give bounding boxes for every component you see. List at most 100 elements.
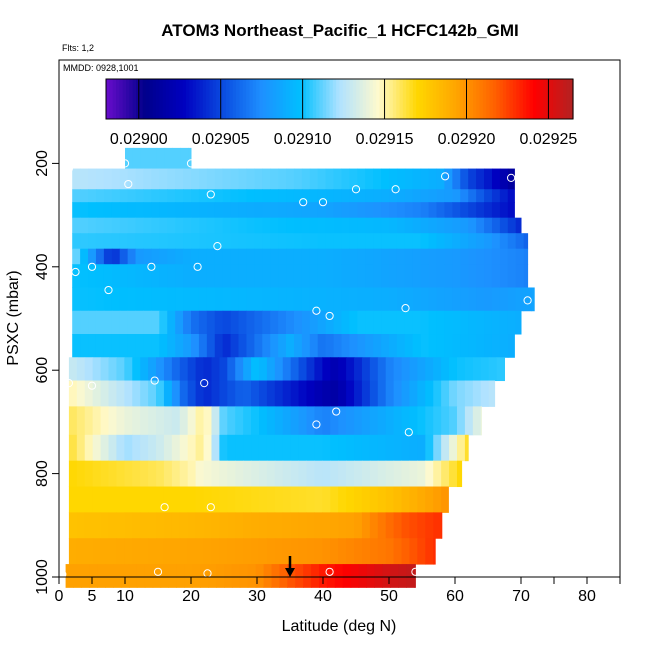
colorbar-swatch <box>389 79 394 119</box>
heatmap-cell <box>151 310 160 335</box>
heatmap-cell <box>258 434 268 462</box>
heatmap-cell <box>341 287 350 312</box>
heatmap-cell <box>491 287 501 312</box>
heatmap-cell <box>100 357 109 382</box>
heatmap-cell <box>401 380 410 407</box>
colorbar-swatch <box>436 79 441 119</box>
colorbar-swatch <box>452 79 457 119</box>
heatmap-cell <box>183 168 192 190</box>
colorbar-swatch <box>316 79 321 119</box>
colorbar-swatch <box>386 79 391 119</box>
heatmap-cell <box>254 202 263 219</box>
heatmap-cell <box>349 287 358 312</box>
heatmap-cell <box>374 564 383 588</box>
heatmap-cell <box>119 287 129 312</box>
heatmap-cell <box>72 310 81 335</box>
heatmap-cell <box>68 357 78 382</box>
heatmap-cell <box>238 248 247 265</box>
heatmap-cell <box>507 334 515 358</box>
heatmap-cell <box>436 217 445 234</box>
colorbar-swatch <box>166 79 170 119</box>
colorbar-swatch <box>126 79 130 119</box>
heatmap-cell <box>357 310 366 335</box>
heatmap-cell <box>254 233 263 250</box>
heatmap-cell <box>354 357 363 382</box>
y-tick-label: 800 <box>34 460 51 487</box>
heatmap-cell <box>111 189 121 203</box>
heatmap-cell <box>311 564 320 588</box>
heatmap-cell <box>80 168 89 190</box>
heatmap-cell <box>92 538 102 565</box>
heatmap-cell <box>377 406 387 436</box>
arrow-head <box>285 568 295 577</box>
heatmap-cell <box>206 264 216 288</box>
heatmap-cell <box>135 334 144 358</box>
heatmap-cell <box>409 538 418 565</box>
heatmap-cell <box>156 357 165 382</box>
heatmap-cell <box>222 217 232 234</box>
observation-point <box>351 185 361 194</box>
heatmap-cell <box>401 406 410 436</box>
heatmap-cell <box>251 512 260 539</box>
heatmap-cell <box>135 217 144 234</box>
heatmap-cell <box>515 248 525 265</box>
heatmap-cell <box>433 357 442 382</box>
heatmap-cell <box>377 380 387 407</box>
heatmap-cell <box>333 287 342 312</box>
heatmap-cell <box>179 512 189 539</box>
heatmap-cell <box>76 406 86 436</box>
y-tick-label: 1000 <box>34 559 51 595</box>
heatmap-cell <box>143 168 152 190</box>
heatmap-cell <box>330 512 339 539</box>
colorbar-swatch <box>569 79 574 119</box>
heatmap-cell <box>306 538 315 565</box>
heatmap-cell <box>167 233 176 250</box>
heatmap-cell <box>156 460 165 488</box>
heatmap-cell <box>103 168 113 190</box>
chart-title: ATOM3 Northeast_Pacific_1 HCFC142b_GMI <box>161 21 518 40</box>
heatmap-cell <box>357 264 366 288</box>
heatmap-cell <box>88 287 97 312</box>
heatmap-cell <box>68 460 78 488</box>
heatmap-cell <box>354 460 363 488</box>
heatmap-cell <box>420 287 430 312</box>
heatmap-cell <box>127 334 137 358</box>
heatmap-cell <box>349 202 358 219</box>
heatmap-cell <box>278 264 287 288</box>
colorbar-swatch <box>499 79 504 119</box>
heatmap-cell <box>425 434 434 462</box>
heatmap-cell <box>148 486 157 513</box>
heatmap-cell <box>428 287 438 312</box>
heatmap-cell <box>140 538 149 565</box>
heatmap-cell <box>159 248 168 265</box>
heatmap-cell <box>187 538 197 565</box>
heatmap-cell <box>436 248 445 265</box>
heatmap-cell <box>132 406 141 436</box>
heatmap-cell <box>140 460 149 488</box>
heatmap-cell <box>271 564 280 588</box>
heatmap-cell <box>341 310 350 335</box>
heatmap-cell <box>171 512 181 539</box>
observation-point <box>391 185 400 194</box>
heatmap-cell <box>143 233 152 250</box>
heatmap-cell <box>317 310 327 335</box>
heatmap-cell <box>222 287 232 312</box>
heatmap-cell <box>460 334 469 358</box>
colorbar-swatch <box>112 79 117 119</box>
heatmap-cell <box>171 538 181 565</box>
observation-point <box>523 296 532 305</box>
colorbar-swatch <box>176 79 180 119</box>
heatmap-cell <box>314 357 323 382</box>
heatmap-cell <box>306 486 315 513</box>
heatmap-cell <box>417 486 426 513</box>
colorbar-swatch <box>109 79 114 119</box>
heatmap-cell <box>301 217 311 234</box>
heatmap-cell <box>476 233 485 250</box>
heatmap-cell <box>111 310 121 335</box>
heatmap-cell <box>171 460 181 488</box>
heatmap-cell <box>230 287 240 312</box>
heatmap-cell <box>476 287 485 312</box>
heatmap-cell <box>404 287 414 312</box>
heatmap-cell <box>436 202 445 219</box>
heatmap-cell <box>361 357 371 382</box>
